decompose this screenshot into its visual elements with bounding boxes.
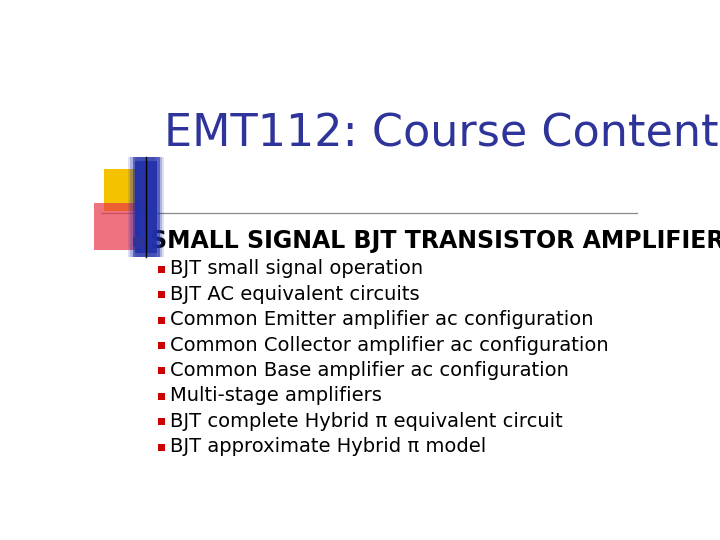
- Text: Common Emitter amplifier ac configuration: Common Emitter amplifier ac configuratio…: [170, 310, 593, 329]
- Text: SMALL SIGNAL BJT TRANSISTOR AMPLIFIERS: SMALL SIGNAL BJT TRANSISTOR AMPLIFIERS: [150, 229, 720, 253]
- Bar: [135, 161, 157, 253]
- Bar: [128, 157, 155, 257]
- Bar: [135, 157, 162, 257]
- Bar: [130, 157, 158, 257]
- Bar: [158, 444, 165, 450]
- Bar: [158, 316, 165, 323]
- Bar: [158, 291, 165, 298]
- Bar: [158, 418, 165, 425]
- Bar: [138, 157, 164, 257]
- Bar: [104, 168, 147, 211]
- Bar: [158, 342, 165, 349]
- Text: EMT112: Course Contents: EMT112: Course Contents: [163, 112, 720, 156]
- Bar: [132, 157, 160, 257]
- Bar: [158, 393, 165, 400]
- Text: BJT AC equivalent circuits: BJT AC equivalent circuits: [170, 285, 420, 304]
- Text: BJT complete Hybrid π equivalent circuit: BJT complete Hybrid π equivalent circuit: [170, 412, 562, 431]
- Text: Common Collector amplifier ac configuration: Common Collector amplifier ac configurat…: [170, 335, 608, 355]
- Bar: [158, 266, 165, 273]
- Bar: [158, 367, 165, 374]
- Bar: [94, 204, 140, 249]
- Text: Multi-stage amplifiers: Multi-stage amplifiers: [170, 387, 382, 406]
- Text: Common Base amplifier ac configuration: Common Base amplifier ac configuration: [170, 361, 569, 380]
- Text: BJT approximate Hybrid π model: BJT approximate Hybrid π model: [170, 437, 486, 456]
- Bar: [132, 237, 143, 247]
- Text: BJT small signal operation: BJT small signal operation: [170, 259, 423, 278]
